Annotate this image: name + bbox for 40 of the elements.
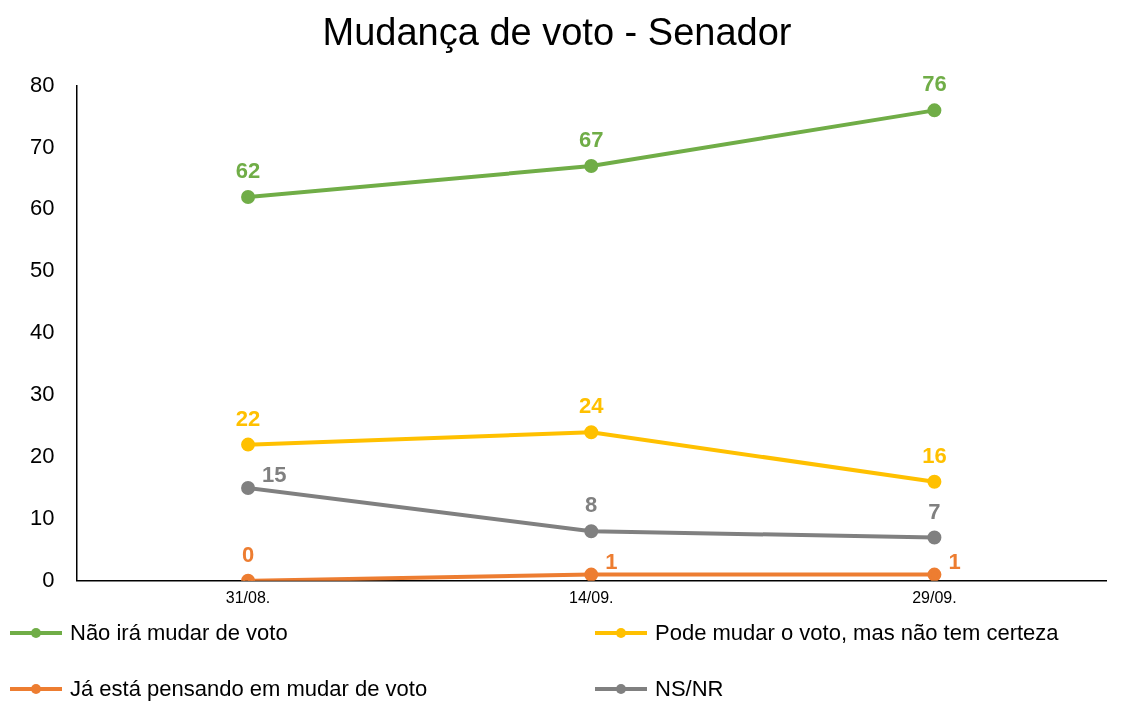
point — [241, 190, 256, 205]
chart-title: Mudança de voto - Senador — [322, 11, 792, 54]
point — [584, 524, 599, 539]
data-label: 15 — [262, 462, 287, 488]
y-tick-label: 60 — [29, 195, 55, 221]
x-tick-label: 14/09. — [568, 588, 614, 606]
data-label: 7 — [928, 498, 941, 524]
x-tick-label: 31/08. — [225, 588, 271, 606]
point — [927, 567, 942, 581]
data-label: 67 — [578, 127, 604, 153]
y-tick-label: 0 — [42, 566, 55, 592]
data-label: 16 — [922, 442, 947, 468]
point — [927, 530, 942, 545]
data-label: 1 — [948, 548, 961, 574]
y-tick-label: 80 — [29, 71, 55, 97]
point — [584, 425, 599, 440]
y-tick-label: 50 — [29, 257, 55, 283]
point — [927, 103, 942, 118]
point — [241, 437, 256, 452]
y-tick-label: 20 — [29, 443, 55, 469]
legend-label: Pode mudar o voto, mas não tem certeza — [655, 620, 1059, 646]
data-label: 0 — [241, 541, 255, 567]
legend-label: Já está pensando em mudar de voto — [70, 676, 428, 702]
data-label: 1 — [605, 548, 618, 574]
point — [927, 474, 942, 489]
y-tick-label: 70 — [29, 133, 55, 159]
data-label: 76 — [922, 71, 947, 97]
data-label: 22 — [235, 405, 261, 431]
x-tick-label: 29/09. — [912, 588, 957, 606]
y-tick-label: 10 — [29, 504, 55, 530]
point — [584, 567, 599, 581]
y-tick-label: 30 — [29, 381, 55, 407]
data-label: 62 — [235, 158, 261, 184]
legend-label: Não irá mudar de voto — [70, 620, 288, 646]
data-label: 8 — [585, 492, 598, 518]
point — [584, 159, 599, 174]
y-tick-label: 40 — [29, 319, 55, 345]
legend-label: NS/NR — [655, 676, 724, 702]
data-label: 24 — [578, 393, 605, 419]
point — [241, 480, 256, 495]
